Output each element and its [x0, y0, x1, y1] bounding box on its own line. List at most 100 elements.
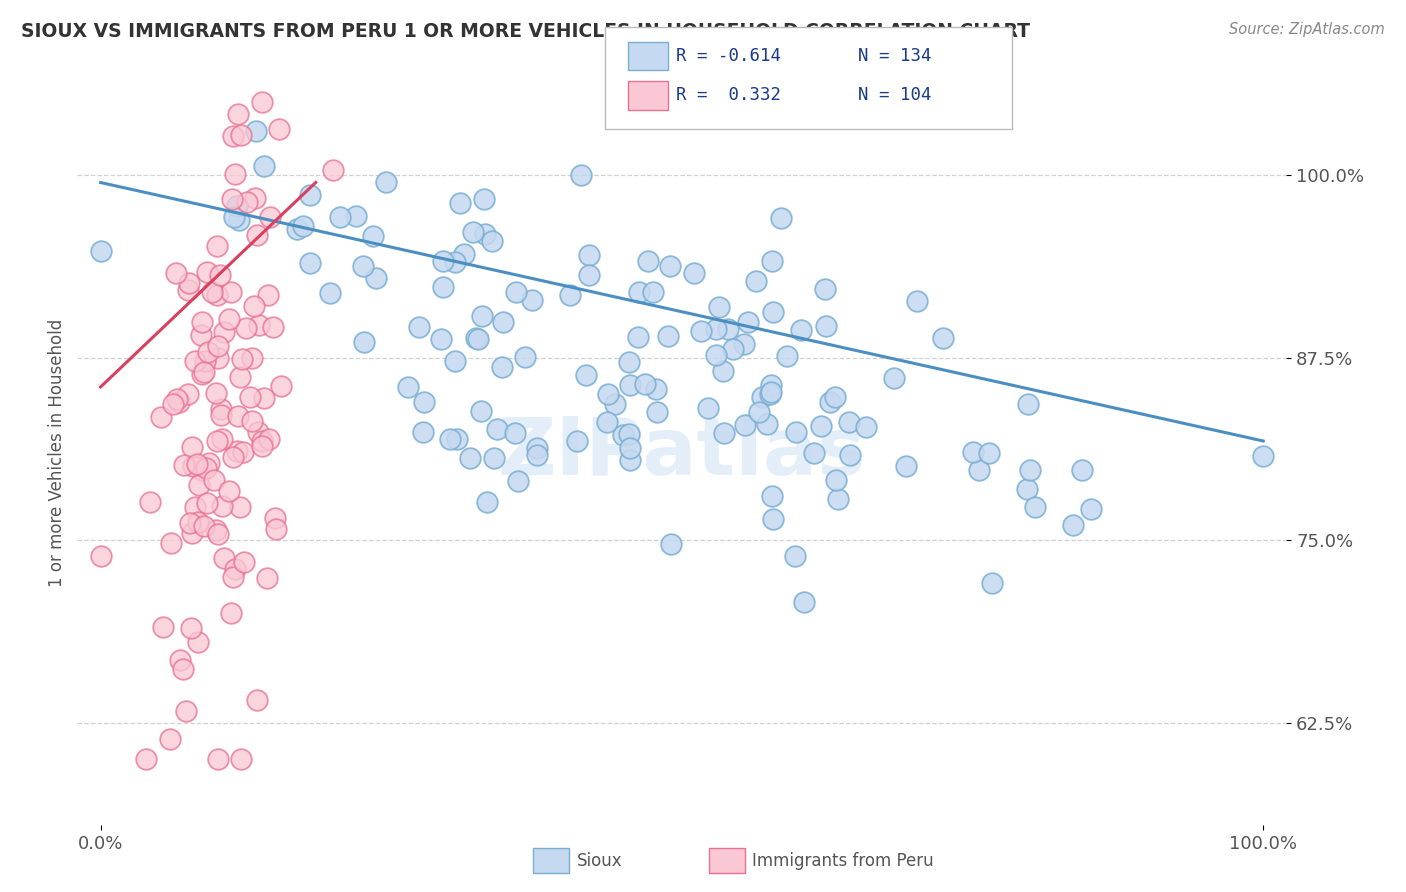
Point — [475, 494, 498, 508]
Point — [231, 352, 253, 367]
Text: N = 134: N = 134 — [858, 47, 931, 65]
Point — [657, 328, 679, 343]
Point — [184, 354, 207, 368]
Point — [186, 457, 208, 471]
Point — [449, 195, 471, 210]
Text: Immigrants from Peru: Immigrants from Peru — [752, 852, 934, 870]
Point — [285, 222, 308, 236]
Y-axis label: 1 or more Vehicles in Household: 1 or more Vehicles in Household — [48, 318, 66, 587]
Point — [526, 448, 548, 462]
Point — [246, 425, 269, 439]
Point — [762, 512, 785, 526]
Point — [643, 285, 665, 299]
Point — [814, 282, 837, 296]
Point — [439, 432, 461, 446]
Point — [759, 385, 782, 400]
Point — [188, 477, 211, 491]
Point — [474, 227, 496, 241]
Point — [704, 348, 727, 362]
Point — [824, 390, 846, 404]
Point — [596, 386, 619, 401]
Point — [246, 227, 269, 242]
Point — [709, 300, 731, 314]
Point — [505, 285, 527, 299]
Point — [270, 379, 292, 393]
Point — [180, 525, 202, 540]
Point — [197, 344, 219, 359]
Point — [174, 704, 197, 718]
Point — [526, 441, 548, 455]
Point — [467, 332, 489, 346]
Point — [159, 731, 181, 746]
Point — [759, 378, 782, 392]
Point — [432, 279, 454, 293]
Point — [263, 511, 285, 525]
Point — [184, 500, 207, 514]
Point — [596, 415, 619, 429]
Point — [257, 287, 280, 301]
Point — [267, 121, 290, 136]
Point — [627, 329, 650, 343]
Point — [696, 401, 718, 415]
Point — [246, 693, 269, 707]
Point — [755, 417, 778, 431]
Point — [748, 405, 770, 419]
Point — [962, 445, 984, 459]
Point — [723, 342, 745, 356]
Point — [222, 128, 245, 143]
Point — [250, 434, 273, 448]
Point — [827, 491, 849, 506]
Point — [1080, 501, 1102, 516]
Point — [733, 336, 755, 351]
Point — [408, 320, 430, 334]
Point — [222, 570, 245, 584]
Point — [180, 621, 202, 635]
Point — [783, 549, 806, 563]
Point — [634, 377, 657, 392]
Point — [571, 169, 593, 183]
Point — [232, 555, 254, 569]
Point — [214, 325, 236, 339]
Point — [492, 315, 515, 329]
Point — [761, 490, 783, 504]
Point — [617, 355, 640, 369]
Point — [252, 95, 274, 110]
Point — [191, 367, 214, 381]
Point — [195, 265, 218, 279]
Point — [224, 210, 246, 224]
Point — [209, 409, 232, 423]
Point — [612, 428, 634, 442]
Point — [239, 390, 262, 404]
Point — [515, 350, 537, 364]
Point — [298, 187, 321, 202]
Point — [814, 319, 837, 334]
Point — [1024, 500, 1046, 515]
Point — [967, 463, 990, 477]
Point — [226, 409, 249, 424]
Point — [491, 359, 513, 374]
Point — [617, 426, 640, 441]
Point — [659, 537, 682, 551]
Point — [202, 473, 225, 487]
Point — [575, 368, 598, 383]
Point — [824, 473, 846, 487]
Point — [619, 441, 641, 455]
Point — [212, 551, 235, 566]
Point — [1062, 517, 1084, 532]
Point — [751, 390, 773, 404]
Point — [191, 463, 214, 477]
Point — [711, 364, 734, 378]
Point — [191, 314, 214, 328]
Point — [412, 395, 434, 409]
Text: N = 104: N = 104 — [858, 87, 931, 104]
Point — [329, 210, 352, 224]
Point — [446, 432, 468, 446]
Point — [152, 620, 174, 634]
Point — [193, 518, 215, 533]
Point — [759, 387, 782, 401]
Point — [205, 385, 228, 400]
Point — [745, 274, 768, 288]
Point — [363, 229, 385, 244]
Point — [883, 371, 905, 385]
Point — [207, 351, 229, 366]
